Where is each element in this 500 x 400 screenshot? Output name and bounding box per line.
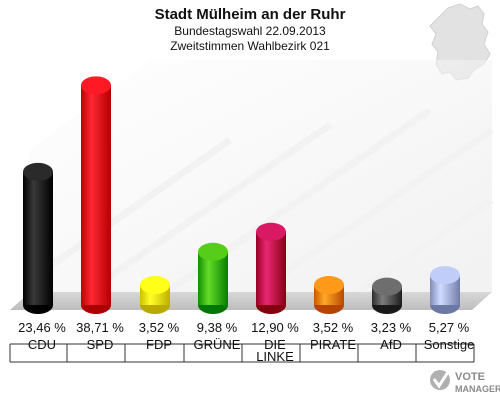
votemanager-logo: VOTE MANAGER [430, 370, 500, 394]
bar-sonstige [430, 266, 460, 314]
bar-spd [81, 76, 111, 314]
category-label-die-linke-2: LINKE [256, 349, 294, 364]
check-icon [432, 371, 450, 389]
bar-afd [372, 277, 402, 314]
category-label-die-linke-1: DIE [264, 337, 286, 352]
value-label-sonstige: 5,27 % [429, 320, 470, 335]
bar-die-linke [256, 222, 286, 314]
chart-backdrop [10, 60, 494, 310]
category-label-fdp: FDP [146, 337, 172, 352]
value-labels-group: 23,46 % 38,71 % 3,52 % 9,38 % 12,90 % 3,52 % 3… [18, 320, 470, 335]
value-label-cdu: 23,46 % [18, 320, 66, 335]
value-label-afd: 3,23 % [371, 320, 412, 335]
value-label-gr-ne: 9,38 % [197, 320, 238, 335]
bar-gr-ne [198, 242, 228, 314]
value-label-pirate: 3,52 % [313, 320, 354, 335]
bars-group [23, 76, 460, 314]
bar-pirate [314, 276, 344, 314]
logo-text-vote: VOTE [455, 371, 485, 383]
category-label-sonstige: Sonstige [424, 337, 475, 352]
chart-title: Stadt Mülheim an der Ruhr [155, 6, 346, 23]
chart-subtitle-1: Bundestagswahl 22.09.2013 [174, 24, 326, 38]
value-label-fdp: 3,52 % [139, 320, 180, 335]
chart-subtitle-2: Zweitstimmen Wahlbezirk 021 [170, 39, 330, 53]
category-label-cdu: CDU [28, 337, 56, 352]
bar-cdu [23, 162, 53, 314]
value-label-spd: 38,71 % [76, 320, 124, 335]
logo-text-manager: MANAGER [455, 384, 500, 394]
category-label-afd: AfD [380, 337, 402, 352]
value-label-die-linke: 12,90 % [251, 320, 299, 335]
category-label-gr-ne: GRÜNE [194, 337, 241, 352]
bar-fdp [140, 276, 170, 314]
category-label-spd: SPD [87, 337, 114, 352]
category-label-pirate: PIRATE [310, 337, 356, 352]
